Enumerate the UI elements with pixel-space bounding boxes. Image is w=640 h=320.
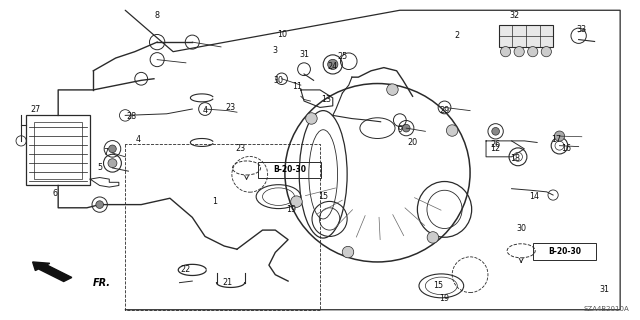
Text: 21: 21	[222, 278, 232, 287]
Text: 19: 19	[440, 294, 449, 303]
Text: 25: 25	[337, 52, 348, 61]
Ellipse shape	[387, 84, 398, 95]
Text: SZA4B2010A: SZA4B2010A	[584, 306, 630, 312]
Text: 8: 8	[155, 11, 159, 20]
Text: 13: 13	[321, 95, 332, 104]
Text: 16: 16	[561, 144, 571, 153]
Text: 27: 27	[31, 105, 41, 114]
Text: 30: 30	[273, 76, 284, 85]
Text: 14: 14	[529, 192, 539, 201]
Text: 18: 18	[510, 154, 520, 163]
Text: 28: 28	[127, 113, 137, 122]
Text: 17: 17	[551, 135, 561, 144]
Text: 19: 19	[286, 205, 296, 214]
Ellipse shape	[514, 47, 524, 57]
Ellipse shape	[108, 159, 117, 168]
Text: 23: 23	[235, 144, 245, 153]
Text: 4: 4	[202, 106, 207, 115]
Text: 26: 26	[490, 140, 500, 148]
Text: 32: 32	[509, 11, 520, 20]
Text: 24: 24	[328, 61, 338, 70]
Text: 9: 9	[397, 125, 403, 134]
Ellipse shape	[446, 125, 458, 136]
Text: 5: 5	[97, 164, 102, 172]
Ellipse shape	[541, 47, 552, 57]
Ellipse shape	[96, 201, 104, 208]
Ellipse shape	[527, 47, 538, 57]
Ellipse shape	[427, 232, 438, 243]
Ellipse shape	[492, 127, 499, 135]
Text: 11: 11	[292, 82, 303, 91]
Text: 3: 3	[273, 45, 278, 55]
Text: 7: 7	[104, 148, 109, 156]
Text: 4: 4	[136, 135, 141, 144]
Text: 29: 29	[440, 106, 450, 115]
Bar	[499, 25, 553, 47]
Ellipse shape	[109, 145, 116, 153]
Text: 31: 31	[299, 50, 309, 59]
Text: B-20-30: B-20-30	[273, 165, 306, 174]
Text: 12: 12	[490, 144, 500, 153]
Ellipse shape	[500, 47, 511, 57]
Text: 15: 15	[433, 281, 444, 290]
Text: 33: 33	[577, 25, 587, 34]
Ellipse shape	[306, 113, 317, 124]
Ellipse shape	[291, 196, 302, 207]
Ellipse shape	[554, 131, 564, 141]
Text: 6: 6	[52, 189, 58, 198]
Text: 2: 2	[455, 31, 460, 40]
Ellipse shape	[342, 246, 354, 258]
Ellipse shape	[403, 124, 410, 132]
Text: FR.: FR.	[93, 278, 111, 288]
Text: 15: 15	[318, 192, 328, 201]
Bar	[34, 122, 83, 179]
Text: 10: 10	[276, 30, 287, 39]
Text: 22: 22	[180, 265, 191, 275]
Text: 31: 31	[599, 284, 609, 293]
Text: 23: 23	[225, 103, 236, 112]
Bar	[26, 116, 90, 186]
Text: 30: 30	[516, 224, 526, 233]
Text: 20: 20	[408, 138, 418, 147]
Text: 1: 1	[212, 197, 217, 206]
Ellipse shape	[328, 59, 338, 69]
FancyArrow shape	[33, 262, 72, 282]
Text: B-20-30: B-20-30	[548, 247, 580, 256]
